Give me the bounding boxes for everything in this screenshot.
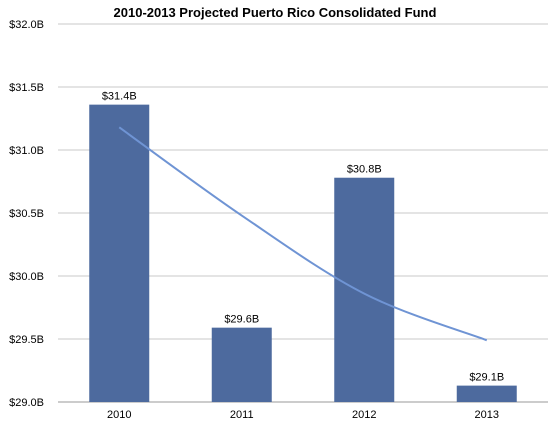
data-label-2012: $30.8B [347, 164, 382, 176]
data-label-2011: $29.6B [224, 314, 259, 326]
bar-2010 [89, 104, 150, 402]
y-tick-label: $30.5B [9, 208, 44, 220]
bars [89, 104, 517, 402]
bar-2012 [334, 177, 395, 402]
data-labels: $31.4B $29.6B $30.8B $29.1B [102, 91, 504, 384]
trendline [118, 126, 488, 342]
y-tick-label: $31.5B [9, 82, 44, 94]
data-label-2013: $29.1B [469, 372, 504, 384]
x-tick-label: 2013 [475, 409, 499, 421]
x-tick-label: 2012 [352, 409, 376, 421]
y-axis-ticks: $29.0B $29.5B $30.0B $30.5B $31.0B $31.5B $32.… [9, 19, 44, 409]
y-tick-label: $29.5B [9, 334, 44, 346]
x-tick-label: 2011 [230, 409, 254, 421]
y-tick-label: $32.0B [9, 19, 44, 31]
y-tick-label: $31.0B [9, 145, 44, 157]
y-tick-label: $29.0B [9, 397, 44, 409]
x-tick-label: 2010 [107, 409, 131, 421]
trendline-layer [118, 126, 488, 342]
bar-2011 [211, 327, 272, 402]
data-label-2010: $31.4B [102, 91, 137, 103]
y-tick-label: $30.0B [9, 271, 44, 283]
chart-title: 2010-2013 Projected Puerto Rico Consolid… [114, 5, 437, 20]
x-axis-ticks: 2010 2011 2012 2013 [107, 409, 499, 421]
bar-2013 [456, 385, 517, 402]
